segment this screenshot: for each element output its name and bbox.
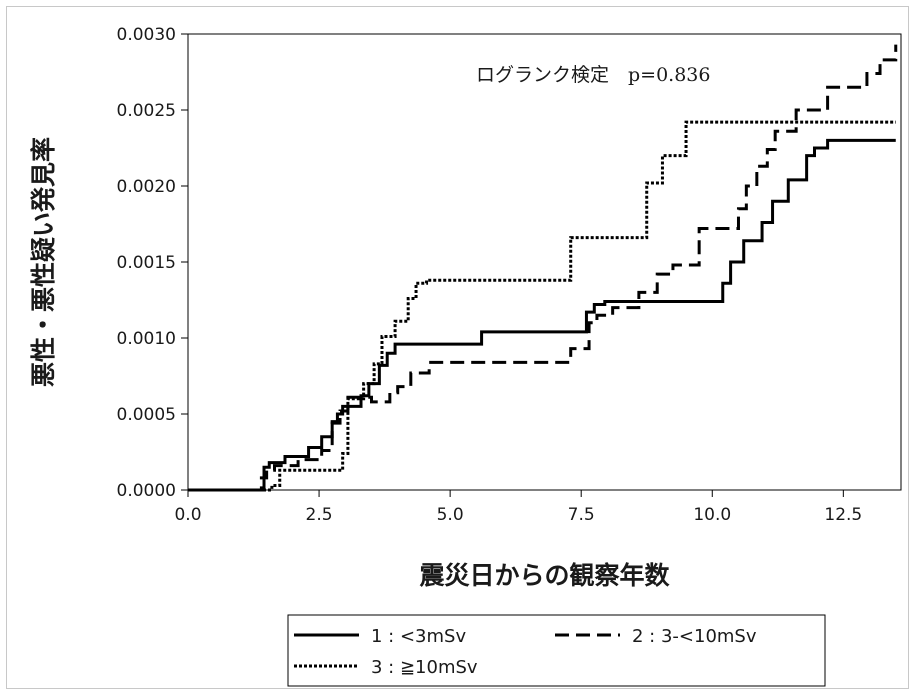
legend-label-2: 2 : 3-<10mSv	[632, 626, 757, 647]
legend-box	[287, 614, 826, 687]
x-tick-label: 7.5	[568, 505, 595, 525]
logrank-annotation: ログランク検定 p=0.836	[476, 64, 710, 86]
x-axis-label: 震災日からの観察年数	[419, 561, 670, 590]
series-line-1	[188, 138, 896, 492]
x-tick-label: 0.0	[174, 505, 201, 525]
y-axis-label: 悪性・悪性疑い発見率	[29, 137, 58, 387]
chart-frame: 0.0000 0.0005 0.0010 0.0015 0.0020 0.0025 0.00…	[6, 6, 909, 689]
series-line-3	[188, 120, 896, 492]
legend: 1 : <3mSv 2 : 3-<10mSv 3 : ≧10mSv	[287, 614, 826, 687]
y-tick-label: 0.0005	[117, 405, 176, 425]
y-tick-label: 0.0010	[117, 329, 176, 349]
km-chart: 0.00000.00050.00100.00150.00200.00250.00…	[29, 25, 902, 687]
series-line-2	[188, 44, 898, 492]
x-tick-label: 2.5	[306, 505, 333, 525]
y-axis-ticks: 0.0000 0.0005 0.0010 0.0015 0.0020 0.0025 0.00…	[117, 25, 188, 501]
y-tick-label: 0.0000	[117, 481, 176, 501]
x-axis-ticks: 0.0 2.5 5.0 7.5 10.0 12.5	[174, 490, 862, 525]
y-tick-label: 0.0030	[117, 25, 176, 45]
y-tick-label: 0.0020	[117, 177, 176, 197]
x-tick-label: 12.5	[824, 505, 862, 525]
y-tick-label: 0.0015	[117, 253, 176, 273]
x-tick-label: 10.0	[693, 505, 731, 525]
x-tick-label: 5.0	[437, 505, 464, 525]
y-tick-label: 0.0025	[117, 101, 176, 121]
plot-box	[187, 33, 902, 491]
series-layer	[188, 44, 898, 492]
plot-area: 0.00000.00050.00100.00150.00200.00250.00…	[117, 25, 902, 525]
legend-label-1: 1 : <3mSv	[371, 626, 466, 647]
legend-label-3: 3 : ≧10mSv	[371, 657, 478, 678]
